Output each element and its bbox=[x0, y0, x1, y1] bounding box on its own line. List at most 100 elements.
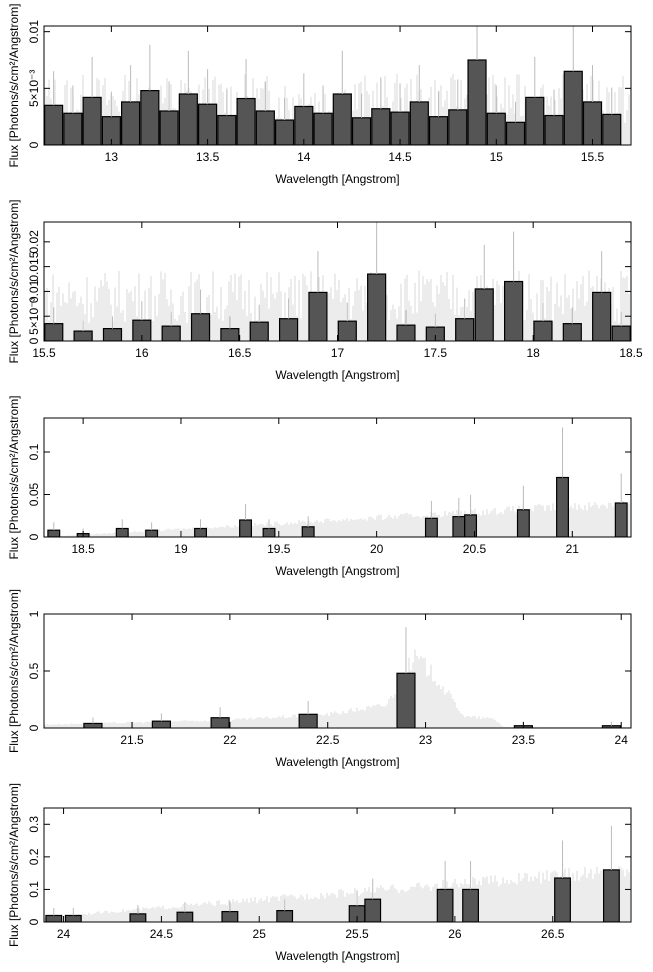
data-bin bbox=[151, 720, 171, 728]
data-bin bbox=[337, 320, 357, 341]
data-bin bbox=[220, 328, 240, 341]
data-bin bbox=[409, 101, 429, 145]
axes-frame bbox=[43, 807, 632, 923]
data-bin bbox=[255, 110, 275, 145]
x-tick-label: 18.5 bbox=[619, 346, 643, 360]
data-bin bbox=[582, 101, 603, 145]
y-axis-label: Flux [Photons/s/cm²/Angstrom] bbox=[7, 199, 21, 363]
y-axis-label: Flux [Photons/s/cm²/Angstrom] bbox=[7, 3, 21, 167]
x-tick-label: 18 bbox=[526, 346, 540, 360]
x-tick-label: 13.5 bbox=[196, 150, 220, 164]
data-bin bbox=[210, 717, 230, 728]
data-bin bbox=[505, 121, 526, 145]
plot-area bbox=[44, 222, 631, 341]
data-bin bbox=[239, 519, 253, 537]
y-axis-label: Flux [Photons/s/cm²/Angstrom] bbox=[7, 395, 21, 559]
x-tick-label: 16 bbox=[135, 346, 149, 360]
x-tick-label: 21 bbox=[566, 542, 580, 556]
data-bin bbox=[115, 527, 129, 537]
data-bin bbox=[301, 526, 315, 537]
data-bin bbox=[102, 328, 123, 341]
y-tick-label: 0.015 bbox=[27, 251, 41, 281]
data-bin bbox=[129, 913, 147, 922]
x-axis-label: Wavelength [Angstrom] bbox=[275, 172, 399, 186]
y-tick-label: 0 bbox=[27, 141, 41, 148]
x-tick-label: 20.5 bbox=[463, 542, 487, 556]
y-tick-label: 0.01 bbox=[27, 20, 41, 44]
data-bin bbox=[278, 318, 299, 341]
plot-area bbox=[44, 627, 630, 728]
data-bin bbox=[562, 323, 582, 341]
plot-area bbox=[44, 427, 630, 537]
x-tick-label: 22 bbox=[223, 733, 237, 747]
y-tick-label: 0.1 bbox=[27, 443, 41, 460]
y-tick-label: 5×10⁻³ bbox=[27, 70, 41, 107]
y-tick-label: 0.3 bbox=[27, 816, 41, 833]
data-bin bbox=[145, 529, 159, 537]
y-tick-label: 1 bbox=[27, 610, 41, 617]
y-axis-label: Flux [Photons/s/cm²/Angstrom] bbox=[7, 783, 21, 947]
data-bin bbox=[504, 280, 524, 341]
data-bin bbox=[556, 476, 569, 537]
data-bin bbox=[276, 909, 294, 922]
data-bin bbox=[611, 325, 631, 341]
data-bin bbox=[161, 325, 181, 341]
y-tick-label: 0 bbox=[27, 724, 41, 731]
x-tick-label: 25 bbox=[253, 927, 267, 941]
x-tick-label: 19 bbox=[174, 542, 188, 556]
data-bin bbox=[45, 914, 63, 922]
y-tick-label: 5×10⁻³ bbox=[27, 298, 41, 335]
data-bin bbox=[455, 318, 475, 341]
x-tick-label: 15 bbox=[490, 150, 504, 164]
data-bin bbox=[236, 97, 256, 145]
y-tick-label: 0 bbox=[27, 918, 41, 925]
x-tick-label: 26 bbox=[448, 927, 462, 941]
data-bin bbox=[592, 291, 612, 341]
data-bin bbox=[274, 119, 295, 145]
plot-area bbox=[44, 825, 630, 922]
data-bin bbox=[424, 517, 438, 537]
y-tick-label: 0 bbox=[27, 337, 41, 344]
panel-5: 24 24.5 25 25.5 26 26.5 0 0.1 0.2 0.3 Wavelength [… bbox=[7, 783, 632, 963]
x-axis-label: Wavelength [Angstrom] bbox=[275, 949, 399, 963]
data-bin bbox=[396, 672, 416, 728]
x-tick-label: 23 bbox=[419, 733, 433, 747]
data-bin bbox=[462, 888, 479, 922]
data-bin bbox=[73, 330, 93, 341]
data-bin bbox=[176, 911, 194, 922]
data-bin bbox=[533, 320, 553, 341]
x-tick-label: 14 bbox=[297, 150, 311, 164]
data-bin bbox=[364, 898, 382, 922]
x-axis-label: Wavelength [Angstrom] bbox=[275, 755, 399, 769]
data-bin bbox=[351, 117, 372, 145]
data-bin bbox=[467, 59, 487, 145]
y-axis-label: Flux [Photons/s/cm²/Angstrom] bbox=[7, 589, 21, 753]
data-bin bbox=[190, 313, 211, 341]
x-tick-label: 16.5 bbox=[228, 346, 252, 360]
y-tick-label: 0.05 bbox=[27, 482, 41, 506]
x-axis-label: Wavelength [Angstrom] bbox=[275, 564, 399, 578]
data-bin bbox=[436, 888, 454, 922]
panel-1: 13 13.5 14 14.5 15 15.5 0 5×10⁻³ 0.01 Wavelength … bbox=[7, 3, 632, 186]
data-bin bbox=[602, 113, 622, 145]
x-tick-label: 13 bbox=[105, 150, 119, 164]
x-tick-label: 26.5 bbox=[541, 927, 565, 941]
y-tick-label: 0 bbox=[27, 533, 41, 540]
x-axis-label: Wavelength [Angstrom] bbox=[275, 368, 399, 382]
x-tick-label: 24 bbox=[57, 927, 71, 941]
x-tick-label: 14.5 bbox=[388, 150, 412, 164]
data-bin bbox=[197, 103, 218, 145]
panel-2: 15.5 16 16.5 17 17.5 18 18.5 0 5×10⁻³0.010.0150.… bbox=[7, 199, 643, 382]
plot-area bbox=[44, 26, 630, 145]
data-bin bbox=[603, 869, 620, 922]
data-bin bbox=[249, 321, 269, 341]
data-bin bbox=[516, 509, 530, 537]
data-bin bbox=[396, 324, 416, 341]
data-bin bbox=[614, 502, 628, 537]
data-bin bbox=[194, 527, 208, 537]
data-bin bbox=[159, 110, 179, 145]
x-tick-label: 17 bbox=[331, 346, 345, 360]
data-bin bbox=[452, 515, 466, 537]
x-tick-label: 19.5 bbox=[267, 542, 291, 556]
